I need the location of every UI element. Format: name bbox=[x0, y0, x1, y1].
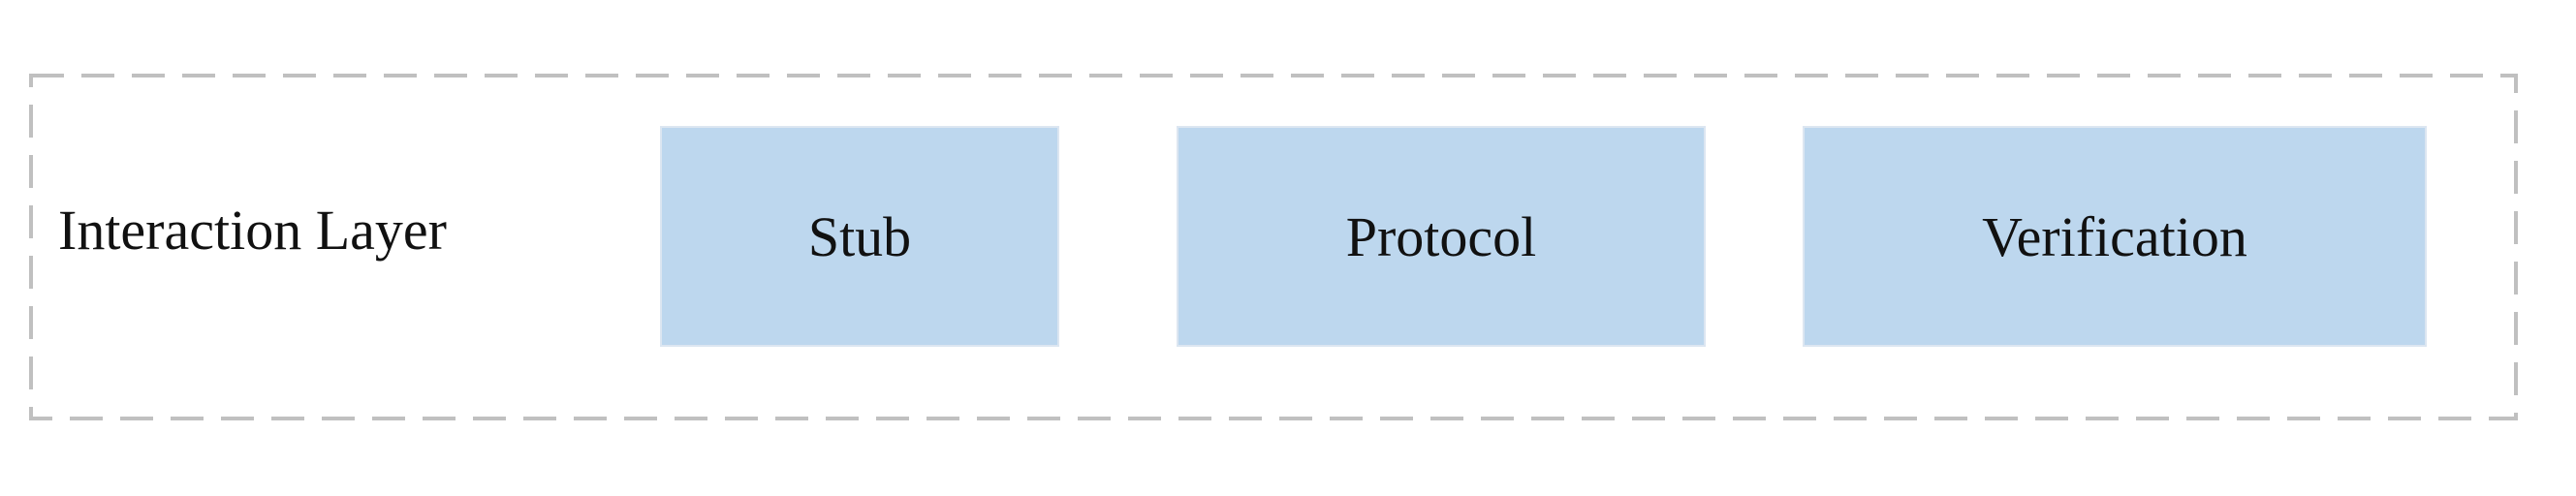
protocol-module-label: Protocol bbox=[1346, 204, 1537, 269]
verification-module: Verification bbox=[1803, 126, 2427, 347]
protocol-module: Protocol bbox=[1177, 126, 1706, 347]
layer-label: Interaction Layer bbox=[58, 194, 447, 267]
verification-module-label: Verification bbox=[1982, 204, 2247, 269]
stub-module-label: Stub bbox=[808, 204, 911, 269]
stub-module: Stub bbox=[660, 126, 1059, 347]
